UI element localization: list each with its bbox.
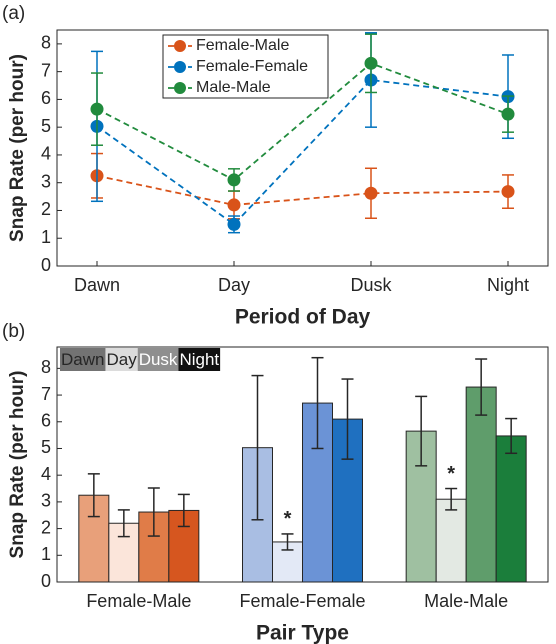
y-tick-label: 6 bbox=[41, 411, 51, 431]
error-bar bbox=[311, 356, 324, 450]
legend-label: Female-Male bbox=[196, 37, 289, 54]
legend-label: Male-Male bbox=[196, 79, 271, 96]
series-line bbox=[96, 79, 509, 226]
y-tick-label: 7 bbox=[41, 60, 51, 80]
point bbox=[501, 185, 515, 199]
legend-label: Dusk bbox=[139, 350, 178, 369]
significance-mark: * bbox=[447, 463, 455, 485]
x-axis-title: Pair Type bbox=[256, 622, 349, 644]
error-bar bbox=[475, 358, 488, 416]
bar bbox=[435, 498, 467, 583]
panel-label: (a) bbox=[2, 3, 25, 24]
y-tick-label: 6 bbox=[41, 88, 51, 108]
y-tick-label: 1 bbox=[41, 544, 51, 564]
y-tick-label: 3 bbox=[41, 491, 51, 511]
x-tick-label: Night bbox=[487, 275, 529, 295]
x-tick-label: Dusk bbox=[350, 275, 392, 295]
error-bar bbox=[445, 487, 458, 511]
y-tick-label: 5 bbox=[41, 116, 51, 136]
x-axis-title: Period of Day bbox=[235, 306, 371, 329]
error-bar bbox=[251, 374, 264, 521]
y-tick-label: 2 bbox=[41, 199, 51, 219]
point bbox=[90, 102, 104, 116]
plot-area bbox=[56, 29, 549, 267]
point bbox=[227, 198, 241, 212]
y-tick-label: 1 bbox=[41, 227, 51, 247]
legend-label: Night bbox=[179, 350, 219, 369]
legend-label: Dawn bbox=[61, 350, 104, 369]
error-bar bbox=[177, 493, 190, 528]
y-tick-label: 8 bbox=[41, 33, 51, 53]
series-line bbox=[96, 174, 509, 206]
panel-label: (b) bbox=[2, 321, 25, 342]
legend-marker bbox=[174, 40, 186, 52]
error-bar bbox=[415, 395, 428, 467]
y-tick-label: 0 bbox=[41, 571, 51, 591]
legend-swatch bbox=[105, 348, 138, 371]
point bbox=[364, 56, 378, 70]
y-axis-title: Snap Rate (per hour) bbox=[7, 54, 28, 242]
bar bbox=[495, 435, 527, 583]
y-tick-label: 4 bbox=[41, 144, 51, 164]
legend-label: Day bbox=[106, 350, 137, 369]
legend-swatch bbox=[60, 348, 106, 371]
x-tick-label: Male-Male bbox=[424, 591, 508, 611]
point bbox=[364, 186, 378, 200]
series-line bbox=[96, 62, 509, 182]
error-bar bbox=[341, 378, 354, 460]
legend-marker bbox=[174, 61, 186, 73]
significance-mark: * bbox=[284, 508, 292, 530]
error-bar bbox=[281, 533, 294, 551]
error-bar bbox=[505, 417, 518, 455]
error-bar bbox=[147, 487, 160, 537]
legend-marker bbox=[174, 82, 186, 94]
y-tick-label: 8 bbox=[41, 357, 51, 377]
legend-swatch bbox=[137, 348, 179, 371]
point bbox=[501, 107, 515, 121]
y-tick-label: 5 bbox=[41, 437, 51, 457]
bar bbox=[465, 386, 497, 583]
x-tick-label: Female-Male bbox=[86, 591, 191, 611]
legend-swatch bbox=[178, 348, 221, 371]
x-tick-label: Dawn bbox=[74, 275, 120, 295]
point bbox=[227, 173, 241, 187]
error-bar bbox=[117, 509, 130, 538]
y-tick-label: 3 bbox=[41, 171, 51, 191]
y-tick-label: 7 bbox=[41, 384, 51, 404]
x-tick-label: Day bbox=[218, 275, 250, 295]
y-tick-label: 2 bbox=[41, 517, 51, 537]
legend-label: Female-Female bbox=[196, 58, 308, 75]
x-tick-label: Female-Female bbox=[239, 591, 365, 611]
y-tick-label: 4 bbox=[41, 464, 51, 484]
y-tick-label: 0 bbox=[41, 255, 51, 275]
y-axis-title: Snap Rate (per hour) bbox=[7, 371, 28, 559]
error-bar bbox=[87, 473, 100, 518]
point bbox=[227, 217, 241, 231]
